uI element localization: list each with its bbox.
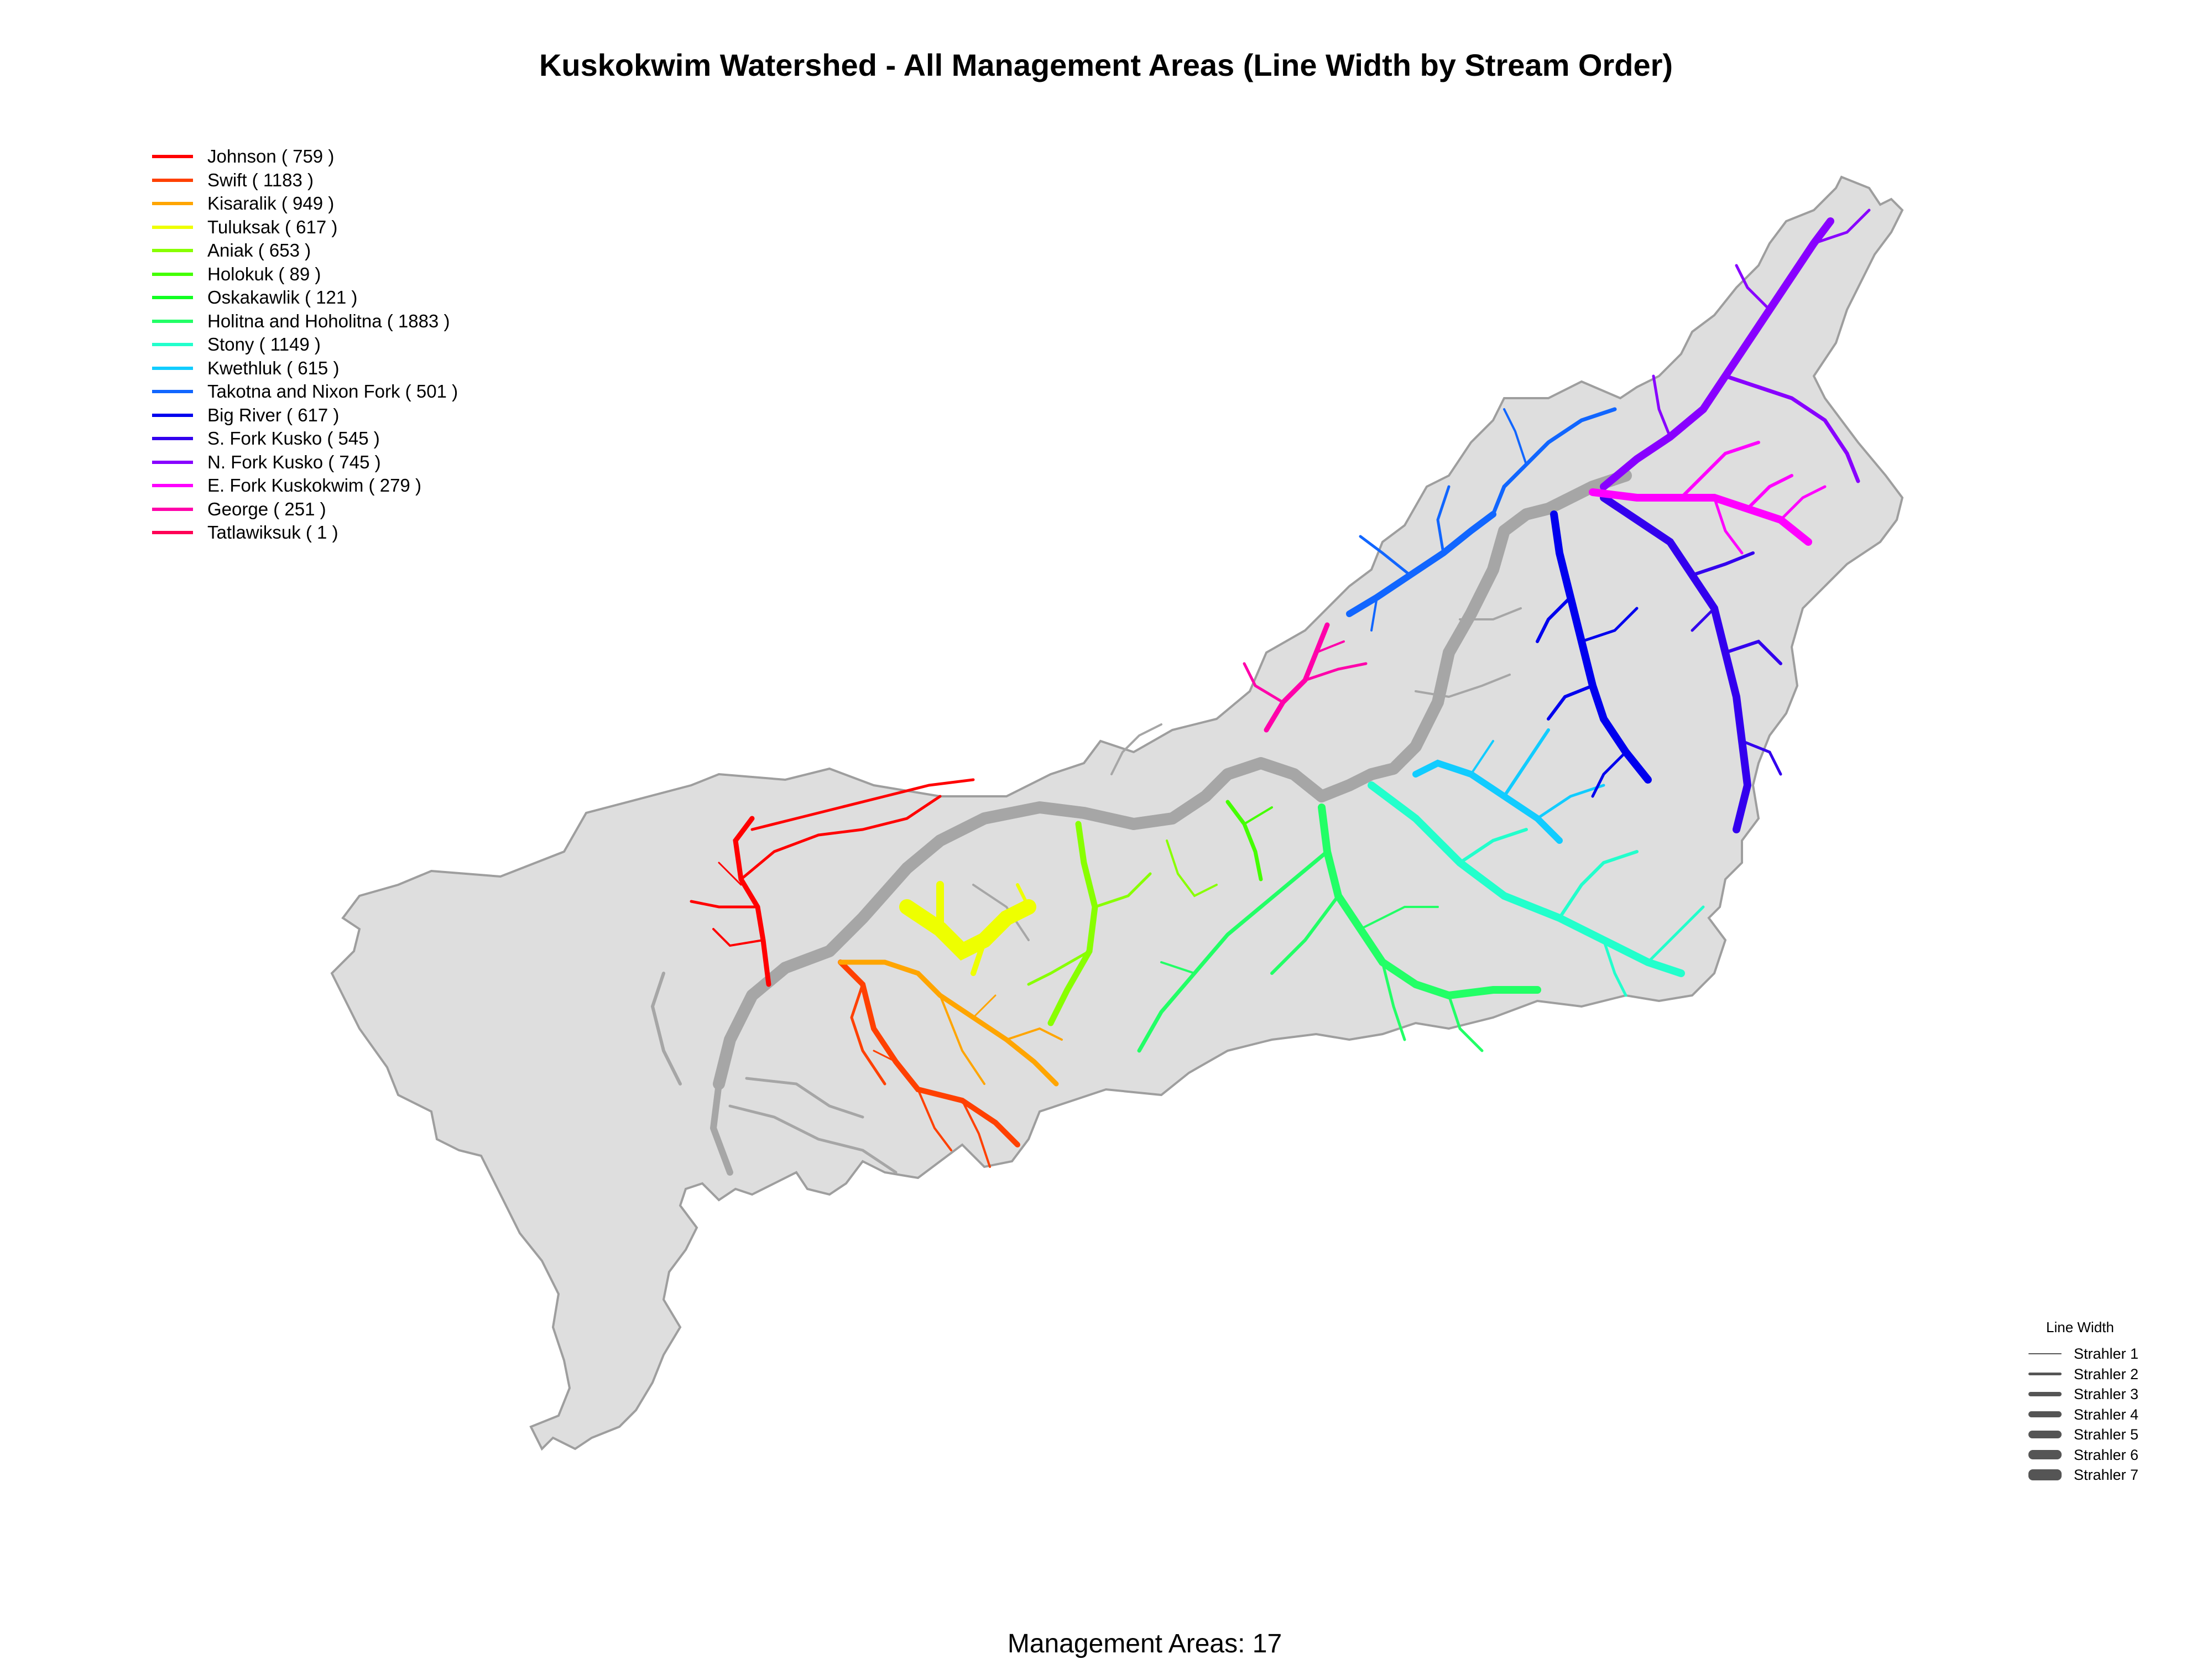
legend-swatch <box>152 437 193 440</box>
line-width-label: Strahler 2 <box>2074 1365 2139 1383</box>
line-width-swatch <box>2028 1353 2062 1354</box>
legend-item: N. Fork Kusko ( 745 ) <box>152 451 539 474</box>
legend-item: S. Fork Kusko ( 545 ) <box>152 427 539 450</box>
legend-item: Tuluksak ( 617 ) <box>152 216 539 239</box>
legend-item: Oskakawlik ( 121 ) <box>152 286 539 309</box>
legend-label: Swift ( 1183 ) <box>207 169 314 190</box>
legend-item: Kwethluk ( 615 ) <box>152 357 539 380</box>
legend-swatch <box>152 366 193 370</box>
line-width-item: Strahler 1 <box>2024 1344 2179 1364</box>
basin-stony <box>1368 781 1705 997</box>
line-width-swatch <box>2028 1392 2062 1396</box>
legend-swatch <box>152 225 193 229</box>
legend-swatch <box>152 178 193 182</box>
legend-swatch <box>152 507 193 511</box>
legend-item: Holokuk ( 89 ) <box>152 263 539 286</box>
line-width-legend: Line Width Strahler 1 Strahler 2 Strahler … <box>2024 1319 2190 1496</box>
line-width-label: Strahler 5 <box>2074 1426 2139 1443</box>
legend-item: Stony ( 1149 ) <box>152 333 539 356</box>
basin-takotna <box>1346 407 1617 632</box>
legend-label: Big River ( 617 ) <box>207 404 340 425</box>
legend-item: Big River ( 617 ) <box>152 404 539 427</box>
legend-item: George ( 251 ) <box>152 498 539 521</box>
line-width-label: Strahler 3 <box>2074 1386 2139 1402</box>
legend-swatch <box>152 319 193 323</box>
legend-swatch <box>152 484 193 487</box>
legend-item: Takotna and Nixon Fork ( 501 ) <box>152 380 539 403</box>
legend-item: Johnson ( 759 ) <box>152 145 539 168</box>
line-width-item: Strahler 2 <box>2024 1364 2179 1384</box>
legend-swatch <box>152 390 193 393</box>
basin-big-river <box>1536 510 1652 798</box>
legend-label: Aniak ( 653 ) <box>207 240 311 260</box>
legend-label: N. Fork Kusko ( 745 ) <box>207 451 381 472</box>
main-river-stem <box>651 469 1632 1176</box>
line-width-item: Strahler 5 <box>2024 1425 2179 1444</box>
legend-item: Tatlawiksuk ( 1 ) <box>152 521 539 544</box>
line-width-swatch <box>2028 1469 2062 1480</box>
legend-swatch <box>152 155 193 158</box>
basin-e-fork <box>1589 441 1827 555</box>
line-width-label: Strahler 1 <box>2074 1345 2139 1362</box>
legend-swatch <box>152 343 193 346</box>
basin-swift <box>838 959 1020 1168</box>
legend-swatch <box>152 460 193 464</box>
legend-label: Kisaralik ( 949 ) <box>207 193 335 213</box>
legend-swatch <box>152 413 193 417</box>
line-width-item: Strahler 7 <box>2024 1465 2179 1485</box>
legend-label: Kwethluk ( 615 ) <box>207 357 340 378</box>
line-width-swatch <box>2028 1431 2062 1438</box>
line-width-item: Strahler 3 <box>2024 1384 2179 1404</box>
line-width-legend-title: Line Width <box>2046 1319 2114 1335</box>
basin-kisaralik <box>838 959 1063 1087</box>
line-width-swatch <box>2028 1411 2062 1417</box>
line-width-item: Strahler 4 <box>2024 1405 2179 1425</box>
basin-n-fork-kusko <box>1600 208 1871 491</box>
legend-item: Aniak ( 653 ) <box>152 239 539 262</box>
line-width-label: Strahler 4 <box>2074 1406 2139 1423</box>
legend-swatch <box>152 531 193 534</box>
legend-label: George ( 251 ) <box>207 498 326 519</box>
legend-label: Takotna and Nixon Fork ( 501 ) <box>207 381 458 401</box>
legend-swatch <box>152 202 193 205</box>
basin-tuluksak <box>899 881 1036 976</box>
map-caption: Management Areas: 17 <box>1007 1629 1282 1658</box>
legend-swatch <box>152 296 193 299</box>
basin-holitna <box>1137 804 1541 1053</box>
basin-kwethluk <box>1412 728 1605 844</box>
line-width-swatch <box>2028 1450 2062 1459</box>
legend-label: Holokuk ( 89 ) <box>207 263 321 284</box>
legend-item: E. Fork Kuskokwim ( 279 ) <box>152 474 539 497</box>
legend-label: E. Fork Kuskokwim ( 279 ) <box>207 475 421 495</box>
legend-item: Swift ( 1183 ) <box>152 169 539 192</box>
legend-swatch <box>152 249 193 252</box>
legend-label: Johnson ( 759 ) <box>207 146 335 166</box>
legend-label: Oskakawlik ( 121 ) <box>207 287 358 307</box>
legend-item: Holitna and Hoholitna ( 1883 ) <box>152 310 539 333</box>
basin-s-fork-kusko <box>1600 494 1782 833</box>
watershed-boundary <box>330 175 1904 1451</box>
legend-label: Holitna and Hoholitna ( 1883 ) <box>207 310 450 331</box>
legend-swatch <box>152 272 193 276</box>
line-width-swatch <box>2028 1373 2062 1375</box>
line-width-label: Strahler 7 <box>2074 1467 2139 1483</box>
basin-johnson <box>690 778 975 987</box>
legend-label: S. Fork Kusko ( 545 ) <box>207 428 380 448</box>
basin-aniak <box>1027 821 1218 1026</box>
line-width-item: Strahler 6 <box>2024 1445 2179 1465</box>
basin-holokuk <box>1225 800 1273 881</box>
line-width-label: Strahler 6 <box>2074 1446 2139 1463</box>
legend-item: Kisaralik ( 949 ) <box>152 192 539 215</box>
legend-label: Tuluksak ( 617 ) <box>207 216 338 237</box>
legend-label: Stony ( 1149 ) <box>207 334 321 354</box>
basin-george <box>1243 622 1368 733</box>
map-title: Kuskokwim Watershed - All Management Are… <box>539 48 1673 82</box>
legend-label: Tatlawiksuk ( 1 ) <box>207 522 338 542</box>
